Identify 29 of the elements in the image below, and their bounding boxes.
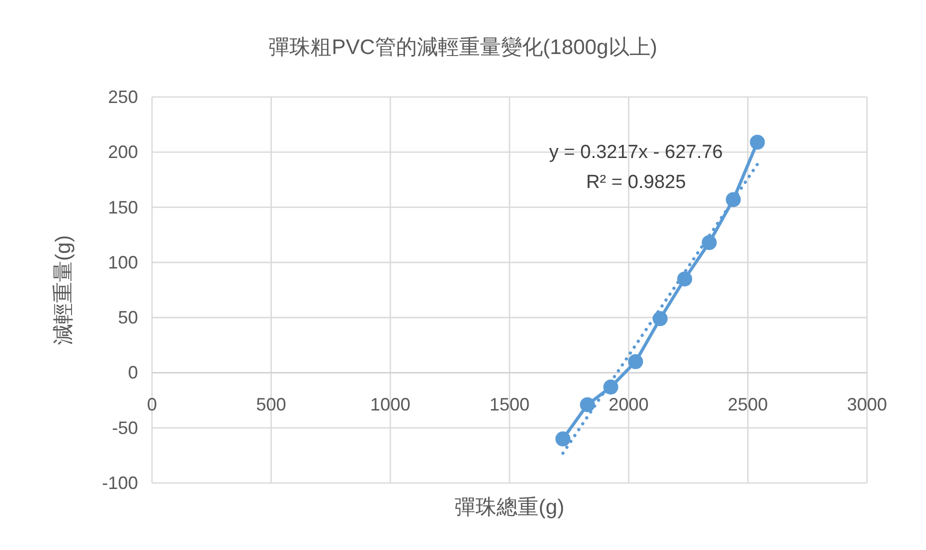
x-axis-title: 彈珠總重(g): [454, 496, 564, 519]
y-axis-title: 減輕重量(g): [52, 235, 75, 345]
point: [628, 354, 644, 370]
y-tick-label: -100: [102, 473, 138, 493]
point: [580, 397, 595, 412]
x-tick-label: 3000: [846, 394, 888, 415]
y-tick-label: 250: [108, 87, 138, 107]
point: [750, 134, 765, 150]
y-tick-label: 50: [118, 308, 138, 328]
point: [555, 431, 570, 446]
point: [652, 311, 668, 326]
point: [726, 192, 741, 208]
point: [702, 235, 717, 250]
chart-title: 彈珠粗PVC管的減輕重量變化(1800g以上): [268, 36, 658, 59]
point: [677, 271, 692, 286]
x-tick-label: 0: [146, 394, 158, 415]
x-tick-label: 2500: [728, 394, 768, 415]
point: [603, 380, 618, 395]
y-tick-label: 150: [108, 197, 138, 218]
x-tick-label: 2000: [608, 394, 649, 415]
y-tick-label: 100: [108, 252, 138, 272]
x-tick-label: 500: [256, 394, 286, 415]
annotation: y = 0.3217x - 627.76: [549, 142, 723, 163]
y-tick-label: -50: [112, 418, 138, 438]
x-tick-label: 1500: [489, 394, 530, 415]
annotation: R² = 0.9825: [586, 172, 686, 193]
y-tick-label: 200: [108, 142, 138, 162]
y-tick-label: 0: [128, 362, 138, 383]
x-tick-label: 1000: [370, 394, 410, 415]
